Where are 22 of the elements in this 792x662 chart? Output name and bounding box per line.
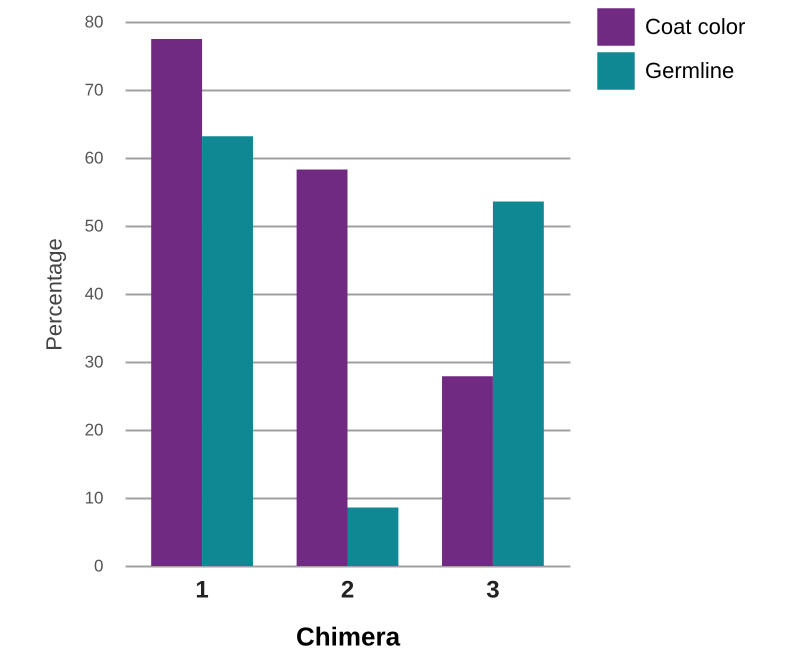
y-tick-label: 30	[84, 352, 104, 372]
y-tick-label: 50	[84, 216, 104, 236]
y-tick-label: 10	[84, 488, 104, 508]
x-axis-title: Chimera	[296, 622, 401, 652]
bar	[202, 136, 253, 566]
bar	[492, 202, 544, 566]
bar	[348, 508, 398, 566]
y-tick-label: 20	[84, 420, 104, 440]
x-tick-label: 3	[486, 576, 500, 604]
y-tick-label: 80	[84, 12, 104, 32]
bar	[296, 170, 348, 566]
x-tick-label: 2	[340, 576, 354, 604]
bar	[442, 376, 493, 566]
y-tick-label: 70	[84, 80, 104, 100]
legend-label: Germline	[645, 58, 734, 83]
legend-label: Coat color	[645, 14, 746, 39]
bar	[151, 39, 202, 566]
y-tick-label: 40	[84, 284, 104, 304]
y-tick-label: 60	[84, 148, 104, 168]
x-tick-label: 1	[195, 576, 209, 604]
y-axis-title: Percentage	[42, 238, 67, 351]
y-tick-label: 0	[94, 556, 104, 576]
